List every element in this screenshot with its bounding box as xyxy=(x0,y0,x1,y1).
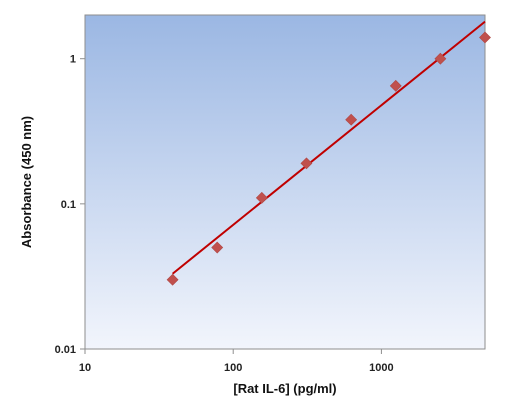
y-tick-label: 0.01 xyxy=(55,344,76,356)
marker-layer xyxy=(166,31,491,286)
x-tick-label: 1000 xyxy=(369,362,393,374)
data-point xyxy=(389,79,402,92)
data-point xyxy=(255,191,268,204)
data-point xyxy=(211,241,224,254)
x-axis-title: [Rat IL-6] (pg/ml) xyxy=(233,381,336,396)
x-tick-label: 10 xyxy=(79,362,91,374)
data-point xyxy=(300,157,313,170)
data-point xyxy=(434,52,447,65)
y-tick-label: 0.1 xyxy=(61,199,76,211)
y-tick-label: 1 xyxy=(70,54,76,66)
y-axis: 0.01 0.1 1 xyxy=(55,54,85,356)
y-axis-title: Absorbance (450 nm) xyxy=(19,116,34,248)
x-axis: 10 100 1000 xyxy=(79,349,394,374)
fit-layer xyxy=(171,20,486,275)
x-tick-label: 100 xyxy=(224,362,242,374)
fit-line xyxy=(171,20,486,275)
data-point xyxy=(166,273,179,286)
data-point xyxy=(345,113,358,126)
data-point xyxy=(479,31,491,44)
